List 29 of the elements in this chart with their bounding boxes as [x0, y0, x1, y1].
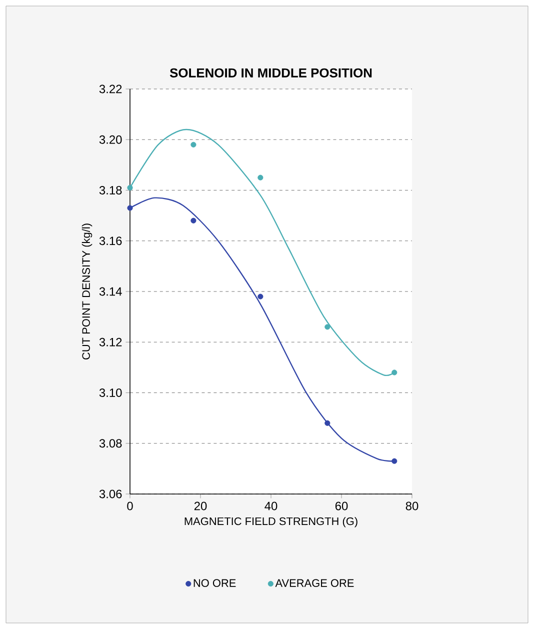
- point: [392, 370, 398, 376]
- y-tick-label: 3.14: [99, 287, 122, 296]
- point: [392, 458, 398, 464]
- point: [127, 184, 133, 190]
- y-tick-label: 3.08: [99, 439, 122, 448]
- y-tick-label: 3.22: [99, 84, 122, 94]
- legend-label: NO ORE: [194, 579, 236, 587]
- point: [324, 420, 330, 426]
- point: [127, 205, 133, 211]
- x-tick-label: 40: [264, 502, 278, 510]
- y-tick-label: 3.16: [99, 236, 122, 246]
- point: [258, 294, 264, 300]
- y-tick-label: 3.06: [99, 490, 122, 498]
- y-tick-label: 3.12: [99, 338, 122, 346]
- x-tick-label: 0: [127, 502, 133, 510]
- point: [258, 174, 264, 180]
- x-tick-label: 20: [194, 502, 207, 510]
- y-axis-title: CUT POINT DENSITY (kg/l): [82, 224, 92, 360]
- legend-label: AVERAGE ORE: [275, 579, 354, 587]
- x-tick-label: 60: [335, 502, 348, 510]
- y-tick-label: 3.20: [99, 135, 122, 144]
- point: [324, 324, 330, 330]
- y-tick-label: 3.10: [99, 388, 122, 397]
- x-tick-label: 80: [406, 502, 418, 510]
- chart-title: SOLENOID IN MIDDLE POSITION: [170, 68, 372, 78]
- point: [190, 218, 196, 224]
- y-tick-label: 3.18: [99, 186, 122, 194]
- x-axis-title: MAGNETIC FIELD STRENGTH (G): [184, 517, 358, 528]
- point: [190, 142, 196, 148]
